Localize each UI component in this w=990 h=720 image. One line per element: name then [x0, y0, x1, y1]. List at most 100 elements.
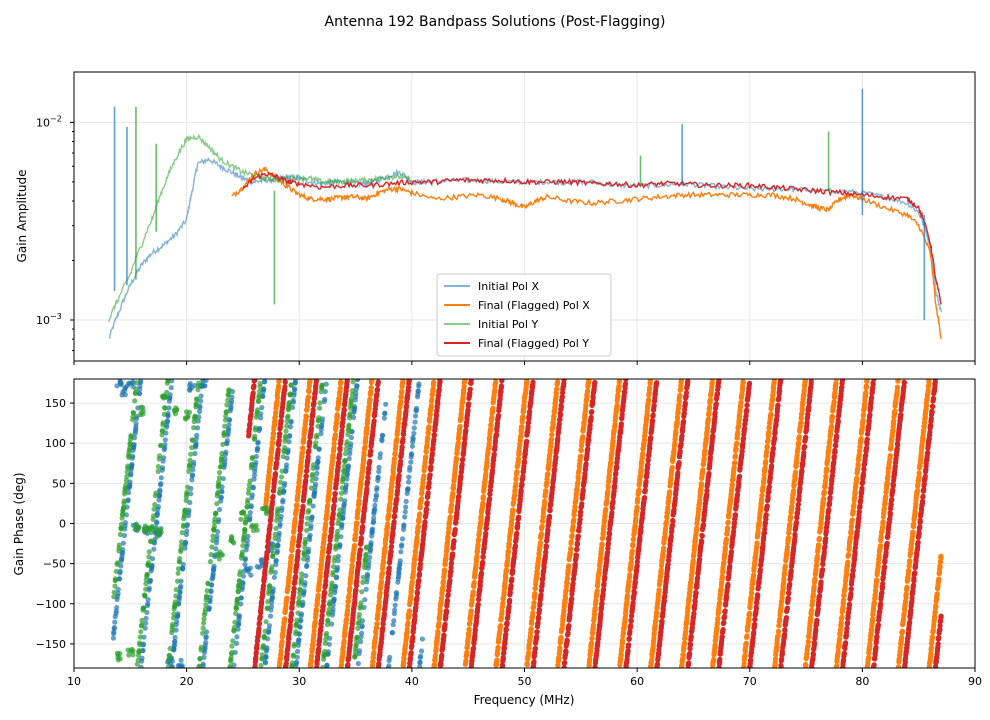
- phase-point: [194, 396, 200, 402]
- phase-point: [323, 381, 329, 387]
- phase-point: [280, 632, 286, 638]
- phase-point: [613, 414, 619, 421]
- phase-point: [262, 660, 269, 666]
- phase-point: [168, 385, 174, 391]
- phase-point: [254, 564, 260, 570]
- phase-point: [307, 532, 313, 538]
- phase-point: [335, 564, 341, 571]
- phase-point: [494, 657, 500, 663]
- phase-point: [442, 567, 448, 573]
- phase-point: [343, 482, 349, 488]
- phase-point: [111, 624, 117, 631]
- phase-point: [322, 396, 328, 402]
- phase-point: [212, 516, 218, 522]
- phase-point: [332, 554, 338, 561]
- phase-point: [175, 611, 181, 617]
- phase-point: [636, 487, 642, 493]
- phase-point: [277, 656, 284, 662]
- phase-point: [387, 654, 393, 661]
- phase-point: [319, 382, 325, 388]
- phase-point: [114, 560, 121, 566]
- phase-point: [375, 475, 381, 481]
- phase-point: [162, 437, 168, 443]
- phase-point: [338, 490, 345, 496]
- phase-point: [575, 475, 581, 481]
- phase-point: [373, 492, 379, 498]
- phase-point: [351, 542, 358, 549]
- phase-point: [331, 596, 337, 602]
- phase-point: [335, 557, 341, 564]
- phase-point: [406, 474, 412, 480]
- phase-point: [191, 425, 197, 431]
- phase-point: [224, 438, 230, 444]
- phase-point: [303, 413, 309, 419]
- phase-point: [230, 638, 236, 644]
- phase-point: [160, 393, 166, 399]
- phase-point: [277, 431, 283, 437]
- phase-point: [143, 615, 149, 621]
- phase-point: [122, 387, 128, 393]
- phase-point: [305, 515, 311, 521]
- phase-point: [629, 548, 636, 554]
- phase-point: [282, 445, 288, 451]
- phase-point: [216, 517, 222, 523]
- phase-point: [385, 521, 391, 527]
- phase-point: [151, 506, 157, 512]
- phase-point: [323, 521, 329, 527]
- phase-point: [371, 515, 377, 521]
- phase-point: [304, 521, 310, 527]
- phase-point: [243, 566, 249, 572]
- phase-point: [185, 414, 191, 420]
- phase-point: [140, 647, 146, 654]
- phase-point: [346, 456, 352, 462]
- phase-point: [744, 633, 750, 639]
- phase-point: [367, 546, 374, 552]
- phase-point: [126, 454, 132, 460]
- phase-point: [242, 562, 248, 568]
- phase-point: [313, 476, 319, 482]
- phase-point: [776, 629, 782, 635]
- phase-point: [291, 641, 298, 647]
- phase-point: [646, 397, 652, 403]
- phase-point: [528, 626, 534, 632]
- phase-point: [355, 625, 361, 632]
- phase-point: [159, 428, 166, 434]
- phase-point: [316, 415, 322, 421]
- phase-point: [171, 611, 177, 617]
- phase-point: [217, 506, 223, 513]
- phase-point: [177, 555, 183, 562]
- phase-point: [113, 576, 119, 582]
- phase-point: [310, 503, 316, 509]
- phase-point: [417, 511, 423, 517]
- phase-point: [144, 572, 150, 578]
- phase-point: [711, 656, 717, 663]
- phase-point: [121, 498, 127, 504]
- phase-point: [568, 539, 575, 545]
- phase-point: [342, 498, 348, 504]
- phase-point: [618, 652, 624, 658]
- phase-point: [367, 554, 373, 560]
- phase-point: [268, 511, 274, 517]
- phase-point: [280, 497, 286, 503]
- phase-point: [263, 510, 270, 517]
- phase-point: [254, 527, 260, 533]
- phase-point: [369, 526, 376, 532]
- phase-point: [309, 653, 315, 659]
- phase-point: [403, 498, 409, 504]
- phase-point: [330, 606, 336, 612]
- phase-point: [223, 409, 230, 415]
- phase-point: [292, 516, 298, 522]
- phase-point: [302, 536, 308, 542]
- phase-point: [298, 617, 304, 623]
- phase-point: [654, 610, 660, 616]
- phase-point: [234, 634, 240, 640]
- phase-point: [255, 407, 261, 413]
- phase-point: [227, 417, 233, 423]
- phase-point: [402, 509, 408, 515]
- phase-point: [178, 583, 184, 589]
- phase-point: [173, 593, 179, 599]
- phase-point: [343, 446, 349, 452]
- phase-point: [280, 454, 286, 460]
- phase-point: [115, 591, 121, 597]
